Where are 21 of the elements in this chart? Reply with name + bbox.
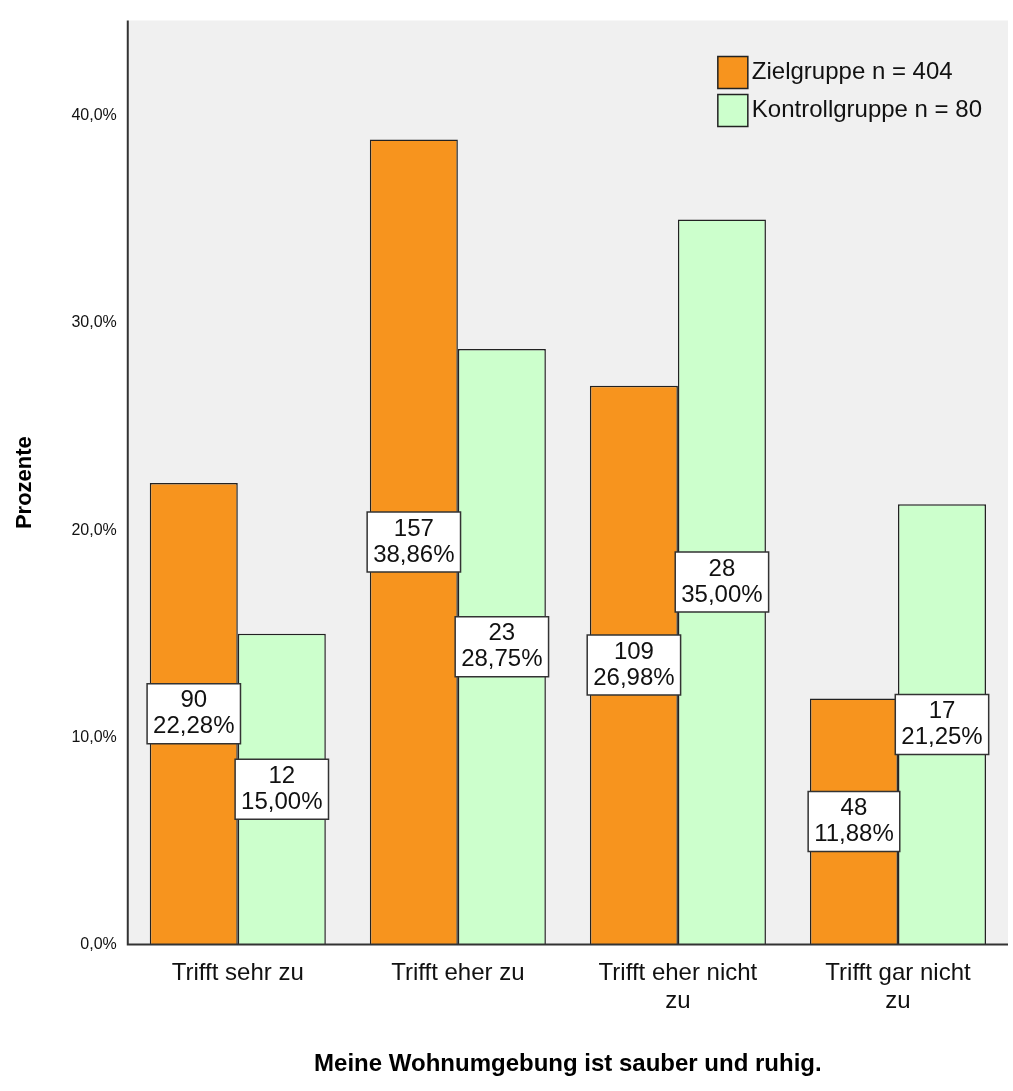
- legend-label: Zielgruppe n = 404: [751, 57, 953, 85]
- x-tick-label: Trifft eher nicht zu: [598, 957, 758, 1014]
- y-tick-label: 0,0%: [80, 935, 117, 953]
- x-axis-title: Meine Wohnumgebung ist sauber und ruhig.: [314, 1049, 822, 1077]
- data-label: 48 11,88%: [814, 793, 894, 847]
- y-tick-label: 40,0%: [71, 106, 117, 124]
- x-tick-label: Trifft gar nicht zu: [825, 957, 971, 1014]
- data-label: 90 22,28%: [153, 685, 235, 739]
- data-label: 17 21,25%: [901, 696, 983, 750]
- y-axis-title: Prozente: [11, 436, 37, 530]
- data-label: 12 15,00%: [241, 760, 323, 814]
- x-tick-label: Trifft sehr zu: [171, 957, 304, 985]
- legend-label: Kontrollgruppe n = 80: [751, 95, 982, 123]
- data-label: 28 35,00%: [681, 553, 763, 607]
- y-tick-label: 10,0%: [71, 727, 117, 745]
- data-label: 157 38,86%: [373, 513, 455, 567]
- data-label: 23 28,75%: [461, 618, 543, 672]
- data-label: 109 26,98%: [593, 636, 675, 690]
- x-tick-label: Trifft eher zu: [391, 957, 525, 985]
- y-tick-label: 20,0%: [71, 520, 117, 538]
- y-tick-label: 30,0%: [71, 313, 117, 331]
